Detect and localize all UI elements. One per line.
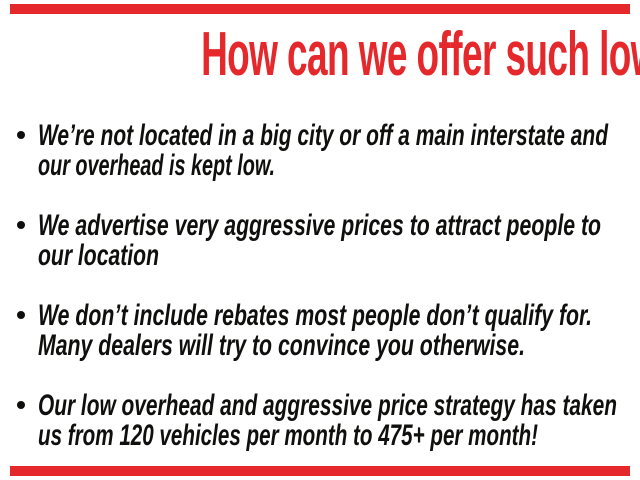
bullet-dot-icon <box>17 311 25 319</box>
bullet-dot-icon <box>17 401 25 409</box>
top-red-bar <box>10 4 630 14</box>
bullet-line: our overhead is kept low. <box>38 151 640 181</box>
bullet-text: We’re not located in a big city or off a… <box>38 121 640 181</box>
bullet-line: We’re not located in a big city or off a… <box>38 121 640 151</box>
page-title-text: How can we offer such low prices? <box>201 20 640 89</box>
bullet-line: We don’t include rebates most people don… <box>38 301 640 331</box>
bullet-line: us from 120 vehicles per month to 475+ p… <box>38 421 640 451</box>
bullet-line: our location <box>38 241 640 271</box>
bullet-text: We advertise very aggressive prices to a… <box>38 211 640 271</box>
page-title: How can we offer such low prices? <box>0 24 640 86</box>
bullet-dot-icon <box>17 221 25 229</box>
bullet-line-text: We advertise very aggressive prices to a… <box>38 209 601 242</box>
bullet-line: Our low overhead and aggressive price st… <box>38 391 640 421</box>
bullet-dot-icon <box>17 131 25 139</box>
bullet-line-text: Many dealers will try to convince you ot… <box>38 329 525 362</box>
bullet-line-text: our location <box>38 239 159 272</box>
bullet-line-text: We don’t include rebates most people don… <box>38 299 592 332</box>
bullet-line: Many dealers will try to convince you ot… <box>38 331 640 361</box>
bullet-text: We don’t include rebates most people don… <box>38 301 640 361</box>
bullet-line-text: our overhead is kept low. <box>38 149 275 182</box>
bullet-line-text: We’re not located in a big city or off a… <box>38 119 608 152</box>
bullet-line-text: Our low overhead and aggressive price st… <box>38 389 617 422</box>
bottom-red-bar <box>10 466 630 476</box>
bullet-text: Our low overhead and aggressive price st… <box>38 391 640 451</box>
bullet-line-text: us from 120 vehicles per month to 475+ p… <box>38 419 538 452</box>
bullet-line: We advertise very aggressive prices to a… <box>38 211 640 241</box>
